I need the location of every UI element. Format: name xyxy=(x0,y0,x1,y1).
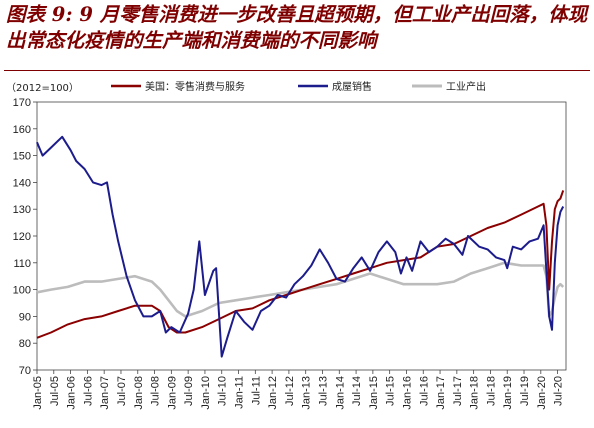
x-tick-label: Jan-08 xyxy=(133,376,145,410)
x-tick-label: Jul-05 xyxy=(49,376,61,406)
chart-title: 图表 9: 9 月零售消费进一步改善且超预期，但工业产出回落，体现出常态化疫情的… xyxy=(6,3,588,52)
x-tick-label: Jul-06 xyxy=(82,376,94,406)
x-tick-label: Jul-09 xyxy=(183,376,195,406)
y-tick-label: 110 xyxy=(13,258,31,270)
x-tick-label: Jul-19 xyxy=(519,376,531,406)
x-tick-label: Jan-11 xyxy=(234,376,246,409)
x-tick-label: Jul-15 xyxy=(385,376,397,406)
x-tick-label: Jul-17 xyxy=(452,376,464,406)
legend-label: 美国：零售消费与服务 xyxy=(145,80,245,93)
y-tick-label: 80 xyxy=(19,338,31,350)
y-tick-label: 160 xyxy=(13,124,31,136)
x-tick-label: Jul-10 xyxy=(217,376,229,406)
axis-layer: 70 80 90 100 110 120 130 140 150 160 170 Jan-05 Jul-… xyxy=(13,97,565,410)
x-tick-label: Jan-19 xyxy=(502,376,514,410)
x-tick-label: Jan-12 xyxy=(267,376,279,410)
x-tick-label: Jan-16 xyxy=(401,376,413,410)
y-tick-label: 120 xyxy=(13,231,31,243)
x-tick-label: Jan-20 xyxy=(536,376,548,410)
series-layer xyxy=(36,135,565,358)
title-rule xyxy=(4,70,590,71)
y-tick-label: 90 xyxy=(19,311,31,323)
x-tick-label: Jul-12 xyxy=(284,376,296,406)
x-tick-label: Jan-09 xyxy=(166,376,178,410)
x-tick-label: Jul-20 xyxy=(553,376,565,406)
unit-note: （2012=100） xyxy=(6,82,79,94)
x-tick-label: Jan-14 xyxy=(334,376,346,410)
x-tick-label: Jan-05 xyxy=(32,376,44,410)
series-line-2 xyxy=(36,135,565,358)
x-tick-label: Jan-17 xyxy=(435,376,447,410)
series-line-3 xyxy=(36,261,565,318)
y-tick-label: 70 xyxy=(19,365,31,377)
x-tick-label: Jul-13 xyxy=(317,376,329,406)
x-tick-label: Jul-11 xyxy=(250,376,262,405)
series-line-1 xyxy=(36,190,565,339)
x-tick-label: Jul-14 xyxy=(351,376,363,406)
x-tick-label: Jan-06 xyxy=(66,376,78,410)
y-tick-label: 170 xyxy=(13,97,31,109)
x-tick-label: Jul-18 xyxy=(485,376,497,406)
x-tick-label: Jul-08 xyxy=(150,376,162,406)
x-tick-label: Jan-15 xyxy=(368,376,380,410)
x-tick-label: Jul-16 xyxy=(418,376,430,406)
x-tick-label: Jan-18 xyxy=(469,376,481,410)
legend: （2012=100） 美国：零售消费与服务 成屋销售 工业产出 xyxy=(6,80,486,94)
x-tick-label: Jul-07 xyxy=(116,376,128,406)
y-tick-label: 130 xyxy=(13,204,31,216)
legend-label: 工业产出 xyxy=(446,80,486,93)
x-tick-label: Jan-13 xyxy=(301,376,313,410)
x-tick-label: Jan-07 xyxy=(99,376,111,410)
y-tick-label: 140 xyxy=(13,177,31,189)
legend-label: 成屋销售 xyxy=(332,80,372,93)
y-tick-label: 150 xyxy=(13,151,31,163)
x-tick-label: Jan-10 xyxy=(200,376,212,410)
y-tick-label: 100 xyxy=(13,285,31,297)
